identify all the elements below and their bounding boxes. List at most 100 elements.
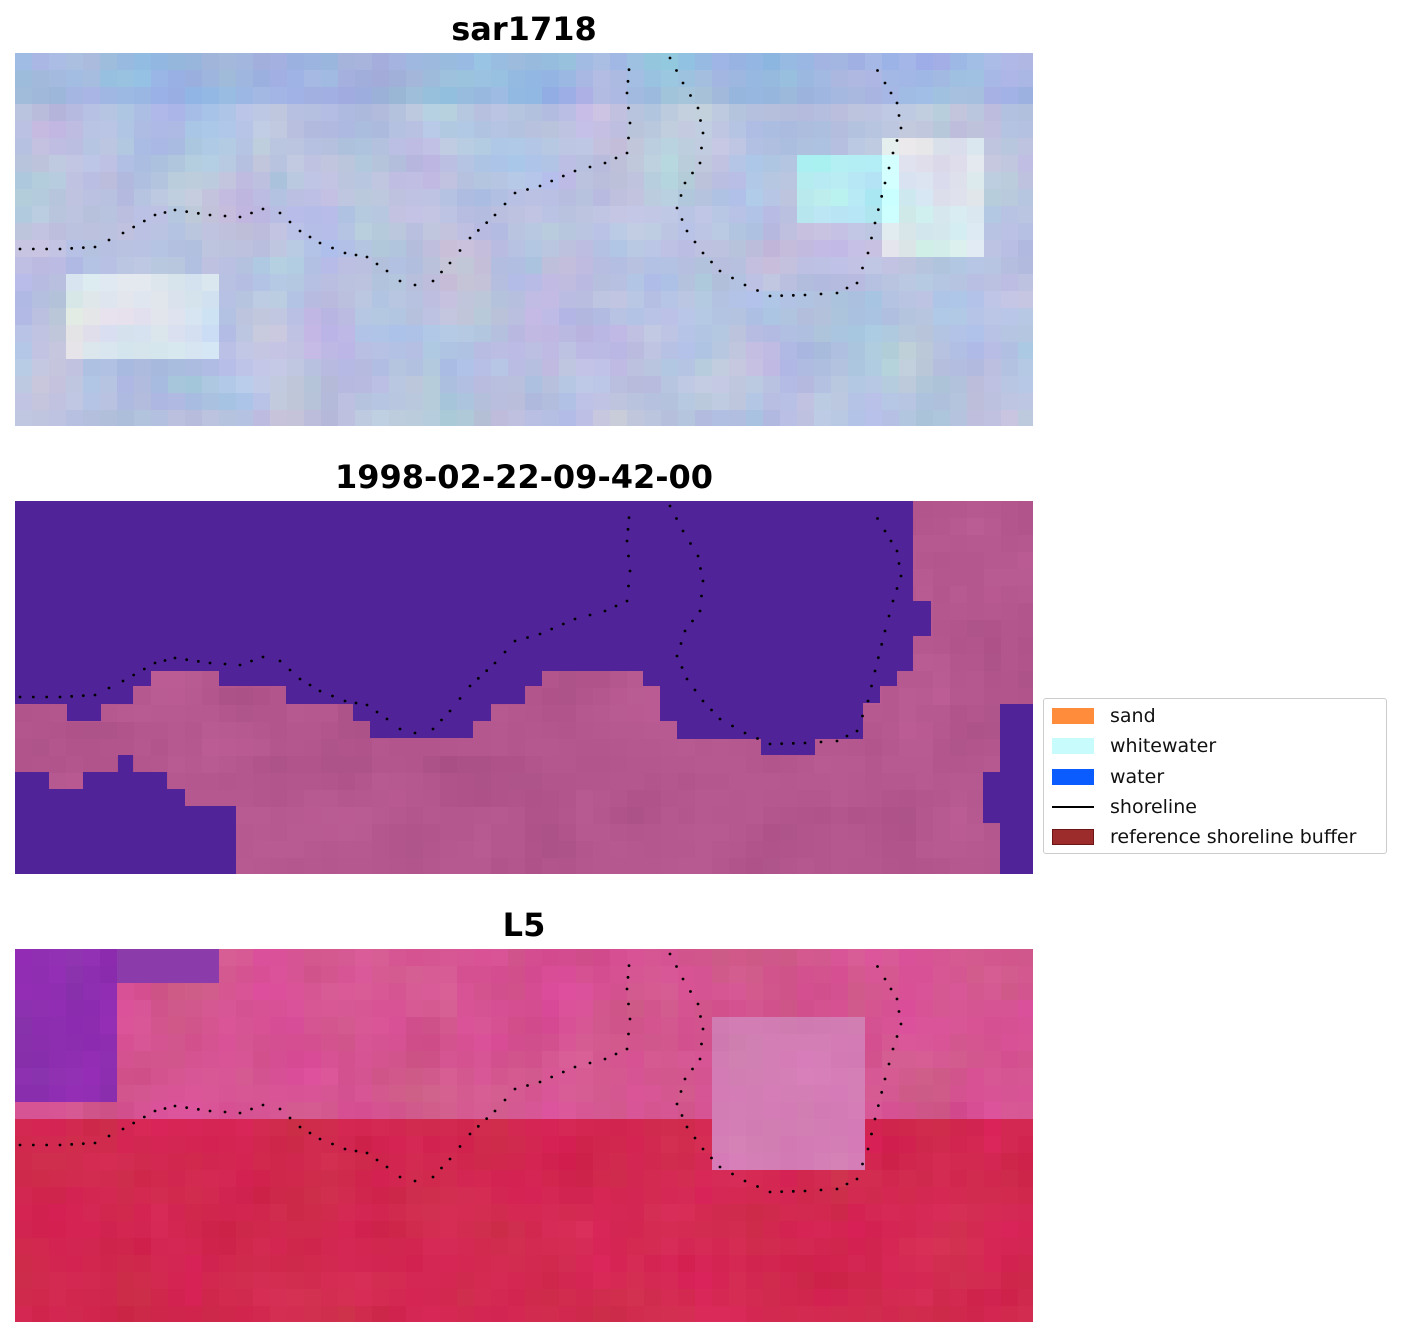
raster-pixel <box>967 569 985 587</box>
raster-pixel <box>916 325 934 343</box>
raster-pixel <box>576 155 594 173</box>
raster-pixel <box>729 1000 747 1018</box>
raster-pixel <box>984 1204 1002 1222</box>
raster-pixel <box>848 121 866 139</box>
raster-pixel <box>593 325 611 343</box>
raster-pixel <box>525 325 543 343</box>
raster-pixel <box>355 1085 373 1103</box>
raster-pixel <box>916 1187 934 1205</box>
raster-pixel <box>593 342 611 360</box>
raster-pixel <box>729 138 747 156</box>
shoreline-dot <box>819 1188 823 1192</box>
raster-pixel <box>168 1102 186 1120</box>
raster-pixel <box>950 257 968 275</box>
raster-pixel <box>270 70 288 88</box>
raster-pixel <box>134 1255 152 1273</box>
raster-pixel <box>287 121 305 139</box>
raster-pixel <box>423 1153 441 1171</box>
raster-pixel <box>508 983 526 1001</box>
raster-pixel <box>440 1306 458 1322</box>
shoreline-dot <box>887 614 891 618</box>
raster-pixel <box>219 773 237 791</box>
raster-pixel <box>423 949 441 967</box>
raster-pixel <box>559 1306 577 1322</box>
raster-pixel <box>1001 87 1019 105</box>
raster-pixel <box>950 722 968 740</box>
raster-pixel <box>440 1017 458 1035</box>
raster-pixel <box>899 257 917 275</box>
raster-pixel <box>899 1085 917 1103</box>
raster-pixel <box>780 1204 798 1222</box>
raster-pixel <box>797 308 815 326</box>
raster-pixel <box>729 308 747 326</box>
raster-pixel <box>134 1119 152 1137</box>
raster-pixel <box>83 1068 101 1086</box>
raster-pixel <box>950 773 968 791</box>
raster-pixel <box>185 671 203 689</box>
raster-pixel <box>746 223 764 241</box>
raster-pixel <box>899 705 917 723</box>
raster-pixel <box>321 308 339 326</box>
raster-pixel <box>525 189 543 207</box>
raster-pixel <box>304 1119 322 1137</box>
raster-pixel <box>100 1000 118 1018</box>
raster-pixel <box>134 87 152 105</box>
shoreline-dot <box>278 659 282 663</box>
raster-pixel <box>1001 983 1019 1001</box>
raster-pixel <box>236 1170 254 1188</box>
raster-pixel <box>865 138 883 156</box>
raster-pixel <box>457 1000 475 1018</box>
raster-pixel <box>491 1034 509 1052</box>
raster-pixel <box>185 189 203 207</box>
raster-pixel <box>814 807 832 825</box>
raster-pixel <box>967 790 985 808</box>
raster-pixel <box>950 518 968 536</box>
raster-pixel <box>168 1153 186 1171</box>
raster-pixel <box>219 121 237 139</box>
shoreline-dot <box>718 717 722 721</box>
raster-pixel <box>117 949 135 967</box>
raster-pixel <box>83 223 101 241</box>
raster-pixel <box>695 949 713 967</box>
raster-pixel <box>712 206 730 224</box>
shoreline-dot <box>163 659 167 662</box>
raster-pixel <box>151 1221 169 1239</box>
raster-pixel <box>984 87 1002 105</box>
raster-pixel <box>1018 155 1033 173</box>
raster-pixel <box>644 325 662 343</box>
raster-pixel <box>389 206 407 224</box>
raster-pixel <box>423 1102 441 1120</box>
raster-pixel <box>984 552 1002 570</box>
raster-pixel <box>219 1255 237 1273</box>
raster-pixel <box>219 155 237 173</box>
raster-pixel <box>576 274 594 292</box>
raster-pixel <box>202 104 220 122</box>
shoreline-dot <box>625 987 629 991</box>
raster-pixel <box>712 1034 730 1052</box>
raster-pixel <box>610 87 628 105</box>
raster-pixel <box>559 1085 577 1103</box>
raster-pixel <box>168 308 186 326</box>
raster-pixel <box>882 1306 900 1322</box>
raster-pixel <box>66 393 84 411</box>
raster-pixel <box>729 1238 747 1256</box>
raster-pixel <box>474 342 492 360</box>
raster-pixel <box>185 1221 203 1239</box>
raster-pixel <box>15 104 33 122</box>
raster-pixel <box>984 1289 1002 1307</box>
raster-pixel <box>610 274 628 292</box>
raster-pixel <box>202 1153 220 1171</box>
raster-pixel <box>984 121 1002 139</box>
raster-pixel <box>916 206 934 224</box>
raster-pixel <box>372 121 390 139</box>
raster-pixel <box>151 1238 169 1256</box>
raster-pixel <box>321 1136 339 1154</box>
raster-pixel <box>423 172 441 190</box>
raster-pixel <box>389 1000 407 1018</box>
raster-pixel <box>219 739 237 757</box>
raster-pixel <box>712 1051 730 1069</box>
raster-pixel <box>253 1136 271 1154</box>
raster-pixel <box>168 138 186 156</box>
raster-pixel <box>899 53 917 71</box>
raster-pixel <box>134 705 152 723</box>
